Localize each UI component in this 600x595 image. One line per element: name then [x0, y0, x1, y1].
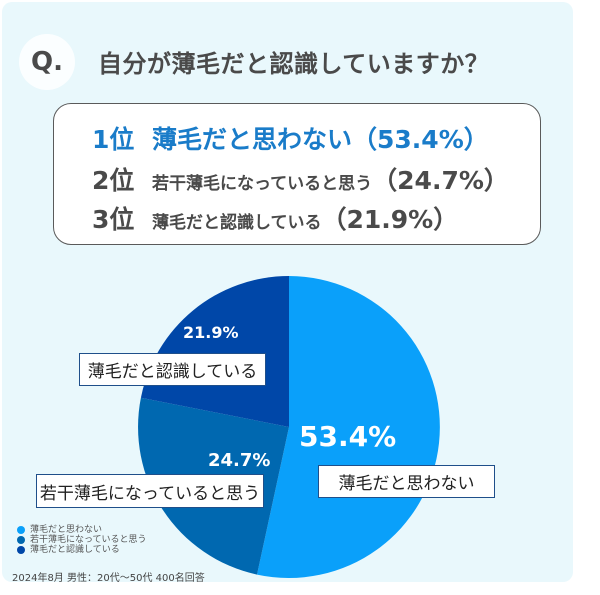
legend-label: 薄毛だと思わない	[30, 525, 103, 535]
survey-card: Q. 自分が薄毛だと認識していますか？ 1位 薄毛だと思わない（53.4%） 2位…	[2, 2, 573, 582]
slice-percent-1: 53.4%	[299, 420, 397, 453]
legend-dot-icon	[17, 546, 25, 554]
legend-item: 薄毛だと思わない	[17, 525, 147, 535]
rank-label: 薄毛だと思わない	[152, 125, 353, 154]
ranking-row-1: 1位 薄毛だと思わない（53.4%）	[92, 120, 489, 156]
legend-item: 若干薄毛になっていると思う	[17, 535, 147, 545]
ranking-row-3: 3位 薄毛だと認識している（21.9%）	[92, 200, 458, 236]
slice-label-box-3: 薄毛だと認識している	[79, 353, 266, 386]
rank-percent: （24.7%）	[372, 166, 509, 195]
slice-percent-2: 24.7%	[208, 450, 271, 471]
slice-label-box-2: 若干薄毛になっていると思う	[36, 474, 264, 508]
survey-footnote: 2024年8月 男性：20代〜50代 400名回答	[12, 573, 205, 584]
legend-dot-icon	[17, 536, 25, 544]
rank-number: 2位	[92, 166, 135, 195]
slice-percent-3: 21.9%	[183, 323, 239, 342]
legend-label: 薄毛だと認識している	[30, 545, 120, 555]
question-title: 自分が薄毛だと認識していますか？	[98, 50, 490, 78]
rank-label: 若干薄毛になっていると思う	[152, 174, 373, 194]
legend-label: 若干薄毛になっていると思う	[30, 535, 147, 545]
rank-number: 1位	[92, 125, 135, 154]
rank-percent: （21.9%）	[321, 205, 459, 234]
rank-label: 薄毛だと認識している	[152, 213, 322, 233]
legend-dot-icon	[17, 526, 25, 534]
pie-slice-not-thinning	[257, 276, 440, 578]
pie-slice-aware-thinning	[140, 276, 289, 427]
ranking-box: 1位 薄毛だと思わない（53.4%） 2位 若干薄毛になっていると思う（24.7%）…	[53, 103, 541, 245]
slice-label-box-1: 薄毛だと思わない	[318, 465, 495, 498]
rank-percent: （53.4%）	[352, 125, 489, 154]
rank-number: 3位	[92, 205, 135, 234]
legend-item: 薄毛だと認識している	[17, 545, 147, 555]
chart-legend: 薄毛だと思わない 若干薄毛になっていると思う 薄毛だと認識している	[17, 525, 147, 555]
ranking-row-2: 2位 若干薄毛になっていると思う（24.7%）	[92, 161, 509, 197]
question-badge: Q.	[19, 34, 75, 90]
